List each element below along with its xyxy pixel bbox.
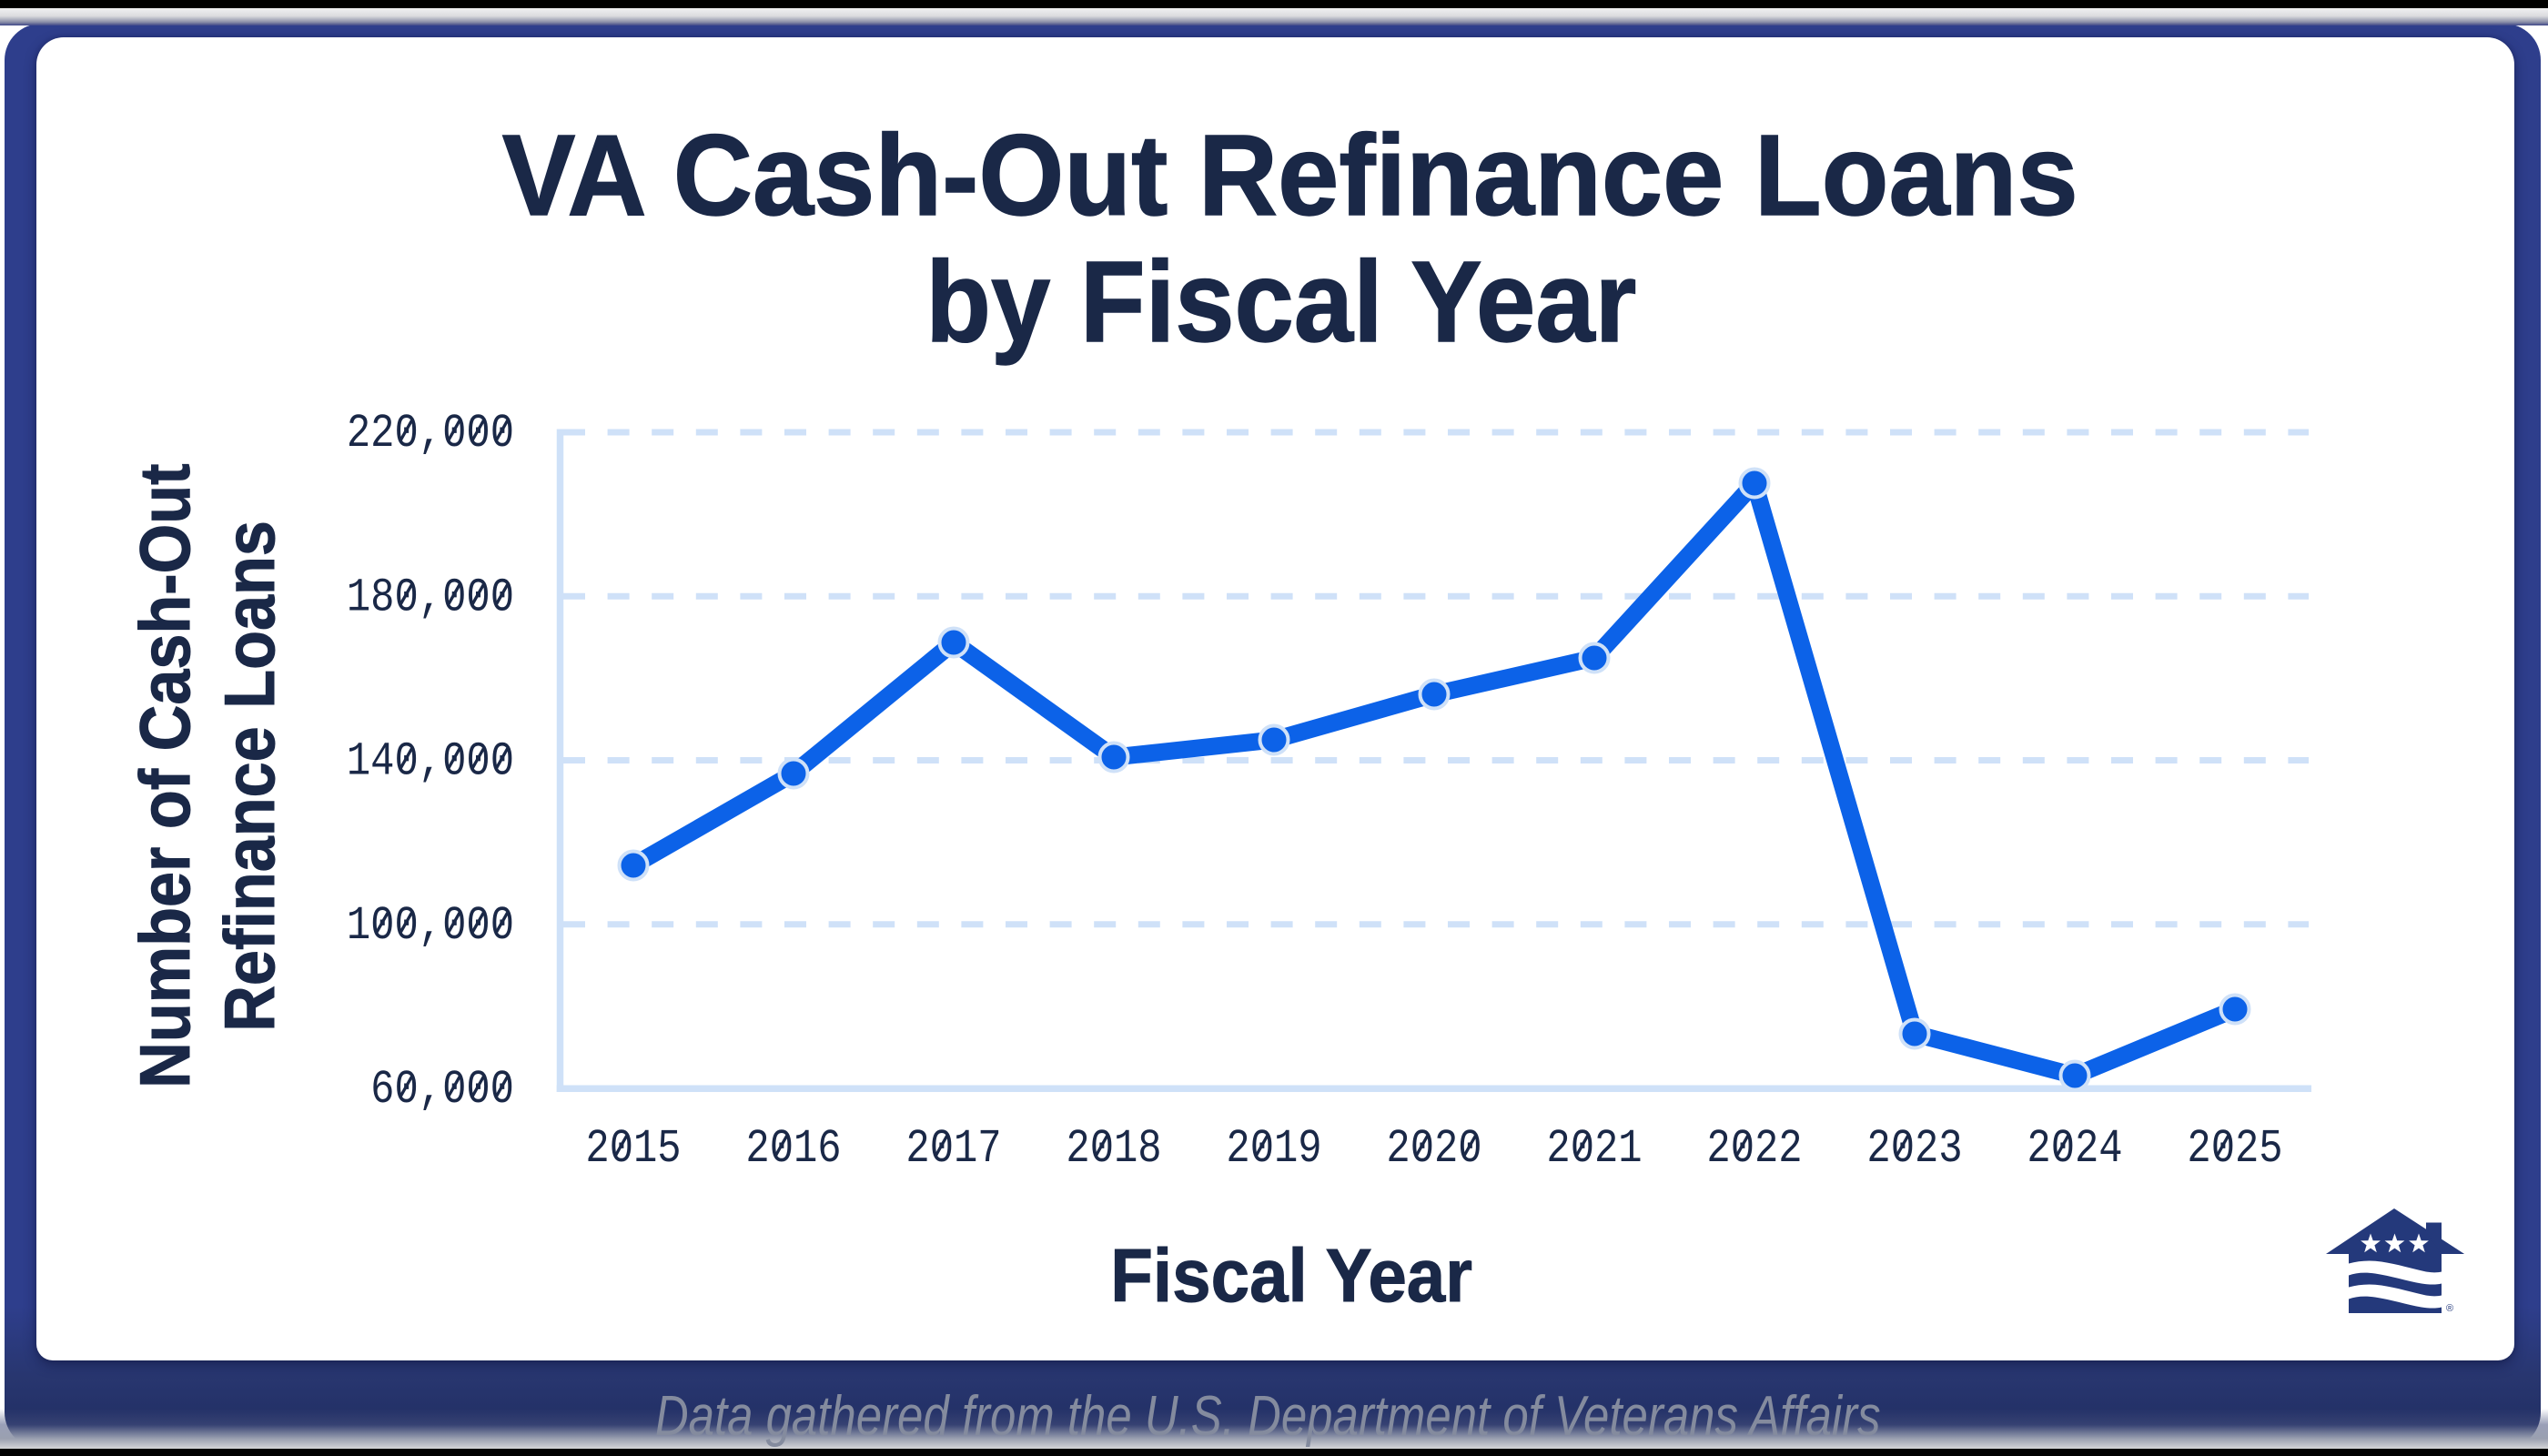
svg-text:140,000: 140,000 bbox=[347, 735, 514, 788]
svg-text:®: ® bbox=[2446, 1303, 2453, 1314]
svg-text:60,000: 60,000 bbox=[370, 1064, 514, 1117]
svg-text:2021: 2021 bbox=[1546, 1123, 1642, 1176]
svg-text:2025: 2025 bbox=[2187, 1123, 2282, 1176]
svg-text:2015: 2015 bbox=[585, 1123, 681, 1176]
svg-text:180,000: 180,000 bbox=[347, 571, 514, 624]
svg-text:220,000: 220,000 bbox=[347, 408, 514, 460]
svg-text:2023: 2023 bbox=[1866, 1123, 1962, 1176]
svg-text:2024: 2024 bbox=[2027, 1123, 2122, 1176]
svg-text:2018: 2018 bbox=[1066, 1123, 1161, 1176]
svg-text:2016: 2016 bbox=[745, 1123, 841, 1176]
svg-text:100,000: 100,000 bbox=[347, 900, 514, 953]
svg-text:2019: 2019 bbox=[1226, 1123, 1321, 1176]
svg-text:2022: 2022 bbox=[1706, 1123, 1802, 1176]
svg-text:2017: 2017 bbox=[905, 1123, 1001, 1176]
